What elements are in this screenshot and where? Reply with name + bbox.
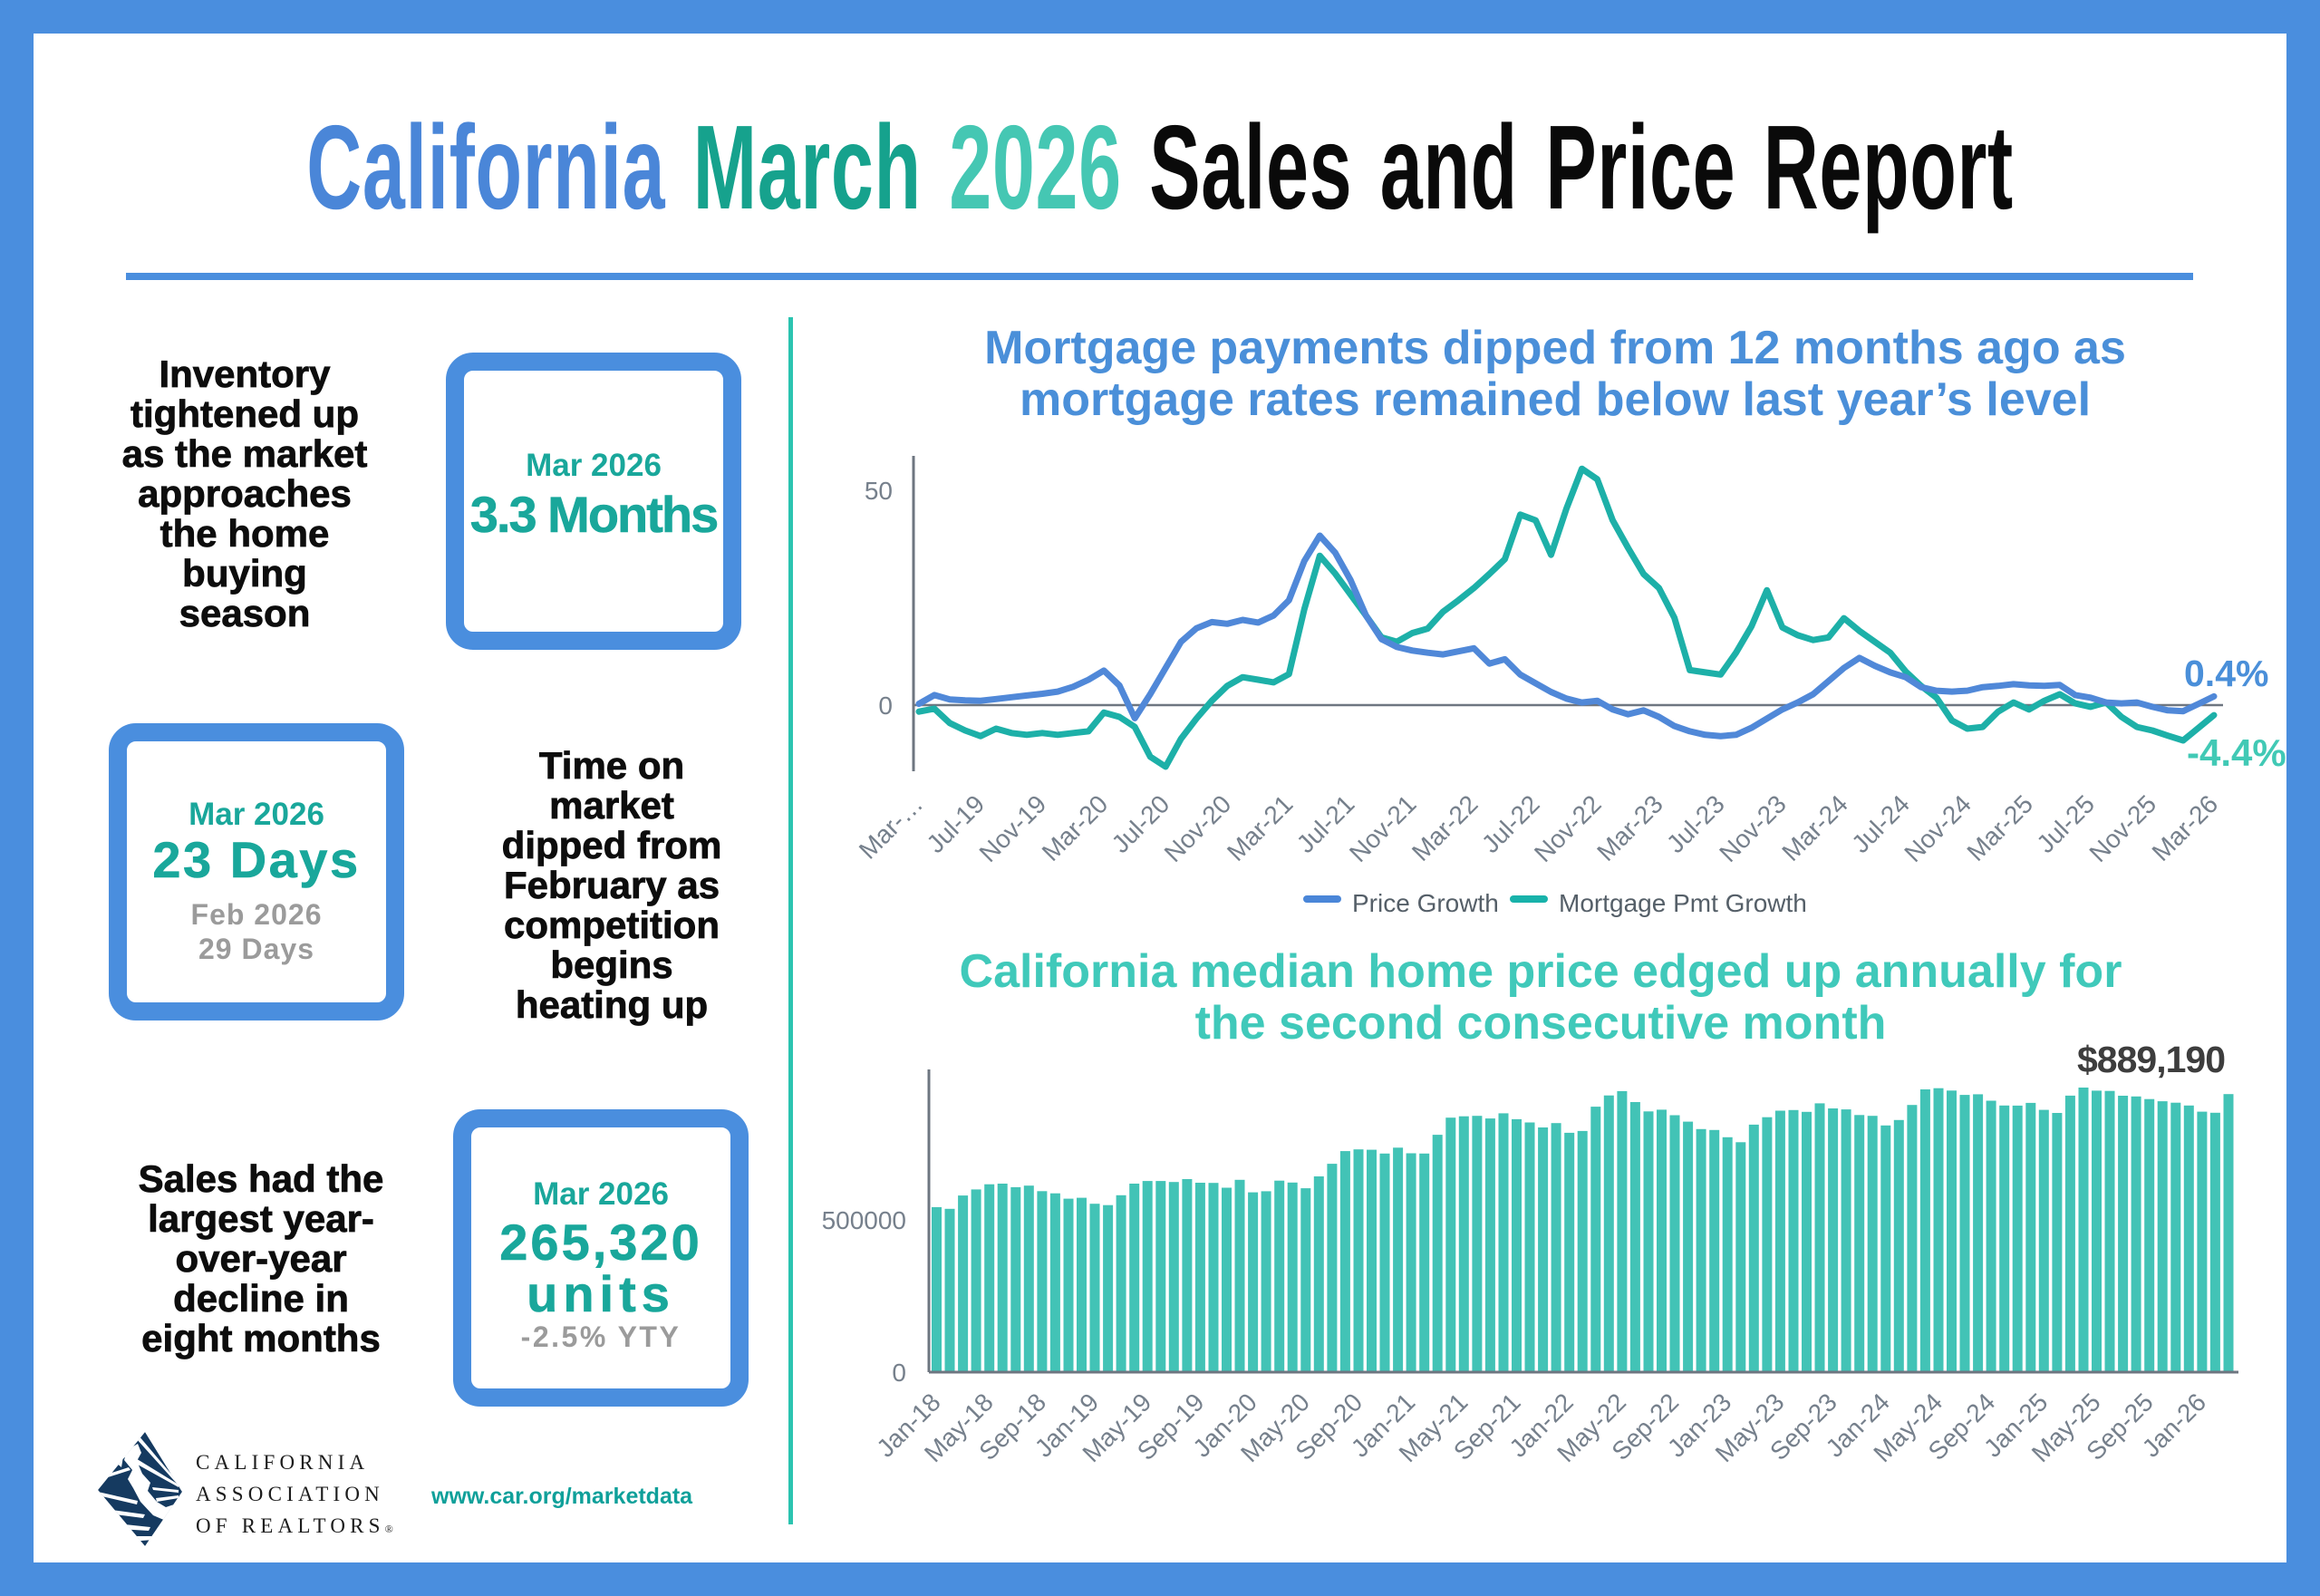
svg-text:Mortgage Pmt Growth: Mortgage Pmt Growth bbox=[1559, 889, 1807, 917]
svg-text:-4.4%: -4.4% bbox=[2187, 731, 2286, 774]
svg-text:0.4%: 0.4% bbox=[2184, 653, 2268, 694]
svg-text:Price Growth: Price Growth bbox=[1352, 889, 1499, 917]
svg-text:0: 0 bbox=[892, 1359, 906, 1387]
svg-text:500000: 500000 bbox=[822, 1206, 906, 1234]
svg-text:50: 50 bbox=[865, 477, 893, 505]
svg-text:0: 0 bbox=[878, 692, 893, 720]
